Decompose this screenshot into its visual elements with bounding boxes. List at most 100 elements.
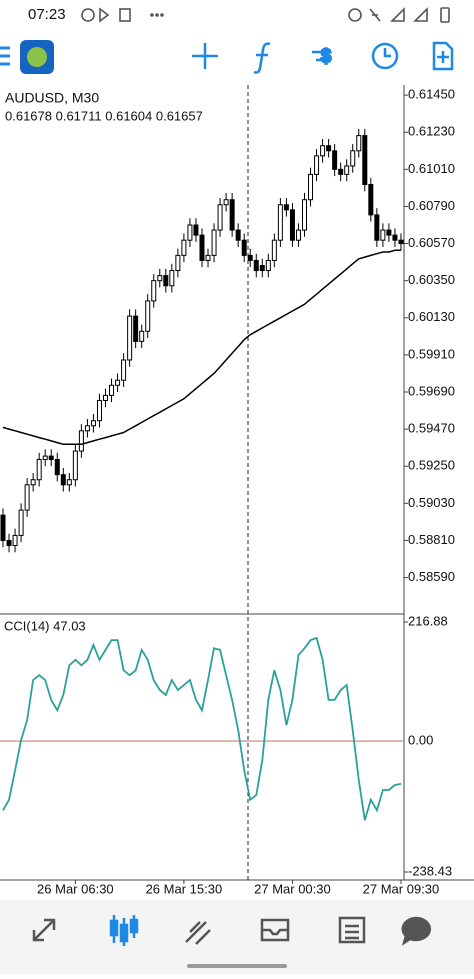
candle-body: [392, 234, 398, 241]
candle-body: [139, 330, 145, 342]
y-tick-label: 0.60350: [408, 272, 455, 287]
candle-body: [295, 229, 301, 241]
candle-body: [6, 539, 12, 547]
candle-body: [350, 150, 356, 167]
candle-body: [72, 450, 78, 481]
candle-body: [48, 455, 54, 460]
y-tick-label: 0.59250: [408, 458, 455, 473]
y-tick-label: 0.61010: [408, 161, 455, 176]
nav-trade[interactable]: [185, 921, 211, 945]
candle-body: [332, 150, 338, 170]
candle-body: [163, 275, 169, 287]
y-tick-label: 0.59030: [408, 495, 455, 510]
candle-body: [386, 229, 392, 236]
status-bar: [0, 0, 474, 30]
moving-average: [2, 249, 401, 446]
y-tick-label: 0.60790: [408, 198, 455, 213]
candle-body: [157, 275, 163, 282]
candle-body: [326, 145, 332, 152]
candle-body: [66, 479, 72, 486]
candle-body: [301, 199, 307, 231]
candle-body: [205, 254, 211, 261]
nav-messages[interactable]: [401, 916, 432, 946]
symbol-title: AUDUSD, M30: [5, 90, 99, 106]
y-tick-label: 0.00: [408, 733, 433, 748]
candle-body: [103, 394, 109, 401]
trade-button[interactable]: $: [312, 45, 332, 67]
candle-body: [12, 534, 18, 547]
nav-quotes[interactable]: [32, 918, 56, 942]
new-order-button[interactable]: [432, 41, 454, 71]
y-tick-label: 0.59470: [408, 421, 455, 436]
candle-body: [277, 204, 283, 241]
y-tick-label: 0.58810: [408, 532, 455, 547]
candle-body: [241, 239, 247, 256]
candle-body: [115, 379, 121, 386]
candle-body: [42, 455, 48, 460]
x-tick-label: 27 Mar 00:30: [254, 881, 331, 896]
candle-body: [338, 168, 344, 175]
y-tick-label: -238.43: [408, 863, 452, 878]
nav-history[interactable]: [260, 918, 290, 942]
candle-body: [169, 270, 175, 287]
candle-body: [133, 315, 139, 342]
candle-body: [362, 135, 368, 186]
nav-chart[interactable]: [109, 915, 139, 946]
candle-body: [84, 425, 90, 432]
candle-body: [60, 474, 66, 486]
candle-body: [109, 384, 115, 396]
candle-body: [398, 239, 404, 245]
candle-body: [253, 259, 259, 272]
candle-body: [36, 458, 42, 481]
candle-body: [259, 264, 265, 272]
crosshair-button[interactable]: [192, 43, 218, 69]
nav-news[interactable]: [338, 916, 366, 944]
cci-line: [2, 636, 402, 821]
candle-body: [374, 214, 380, 241]
candle-body: [314, 155, 320, 175]
candle-body: [229, 199, 235, 231]
y-tick-label: 0.60130: [408, 309, 455, 324]
candle-body: [175, 254, 181, 272]
app-logo-mark: [27, 47, 47, 67]
candle-body: [121, 359, 127, 381]
candle-body: [247, 254, 253, 261]
y-tick-label: 0.60570: [408, 235, 455, 250]
candle-body: [78, 430, 84, 452]
timeframe-button[interactable]: [371, 42, 399, 70]
plot-area: 0.61450 0.61230 0.61010 0.60790 0.60570 0.603…: [0, 87, 455, 896]
candle-body: [181, 239, 187, 256]
toolbar: $: [0, 40, 454, 74]
candle-body: [193, 224, 199, 236]
candle-body: [217, 204, 223, 231]
y-tick-label: 216.88: [408, 613, 448, 628]
candle-body: [54, 458, 60, 476]
candle-body: [0, 514, 6, 541]
candle-body: [90, 420, 96, 427]
candle-body: [356, 135, 362, 152]
candle-body: [151, 280, 157, 302]
indicators-button[interactable]: [253, 42, 271, 74]
candle-body: [271, 239, 277, 261]
candle-body: [308, 173, 314, 201]
indicator-title: CCI(14) 47.03: [4, 618, 86, 633]
candle-body: [24, 484, 30, 511]
menu-button[interactable]: [0, 46, 10, 66]
bottom-nav: [0, 900, 474, 974]
candle-body: [289, 209, 295, 241]
svg-text:$: $: [321, 46, 331, 66]
x-tick-label: 26 Mar 06:30: [37, 881, 114, 896]
candle-body: [368, 184, 374, 216]
candle-body: [187, 224, 193, 241]
candle-body: [223, 199, 229, 206]
candle-body: [127, 315, 133, 361]
status-icons: [81, 7, 450, 23]
y-tick-label: 0.59690: [408, 383, 455, 398]
ohlc-readout: 0.61678 0.61711 0.61604 0.61657: [5, 108, 203, 123]
status-time: 07:23: [28, 6, 66, 23]
home-indicator: [187, 964, 287, 968]
candle-body: [265, 259, 271, 272]
x-tick-label: 26 Mar 15:30: [146, 881, 223, 896]
